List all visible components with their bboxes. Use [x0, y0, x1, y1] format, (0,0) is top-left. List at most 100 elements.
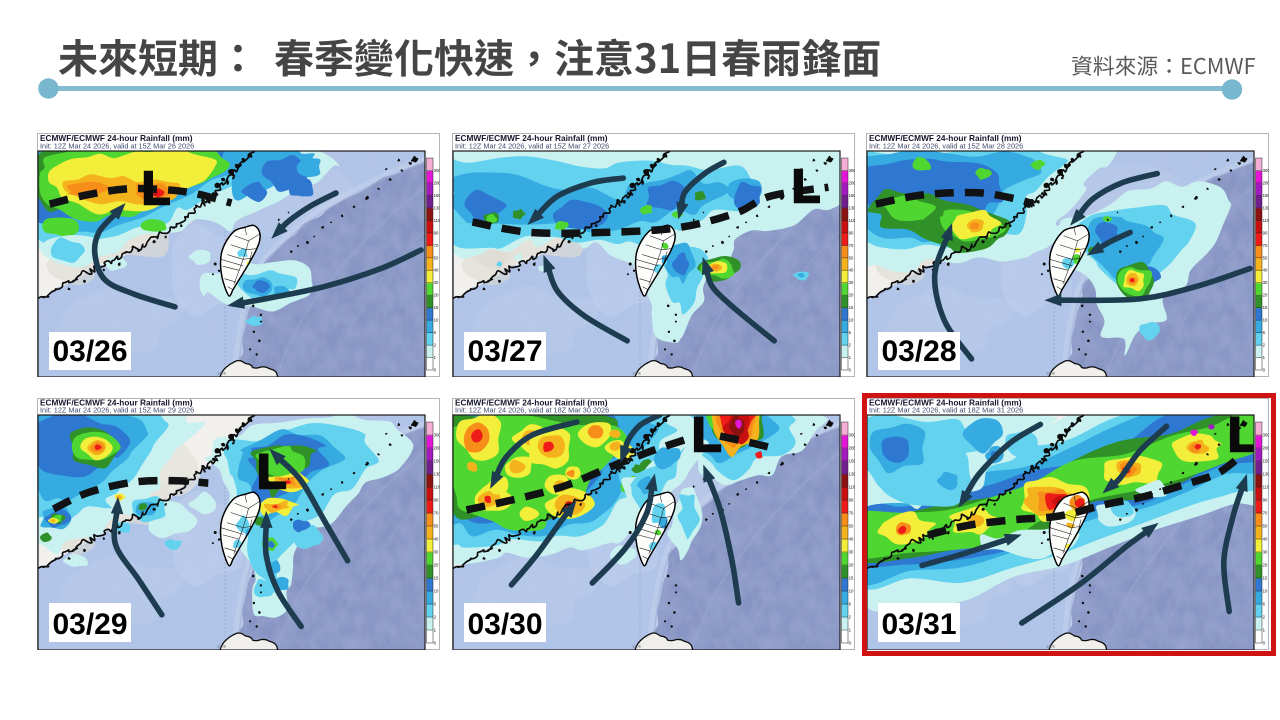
svg-text:300: 300	[1263, 433, 1269, 438]
svg-text:90: 90	[1263, 230, 1268, 235]
svg-text:70: 70	[1263, 243, 1268, 248]
svg-text:120E: 120E	[1046, 644, 1056, 649]
svg-text:70: 70	[1263, 511, 1268, 516]
svg-text:2: 2	[434, 343, 437, 348]
svg-text:130: 130	[849, 472, 855, 477]
svg-text:0: 0	[434, 641, 437, 646]
svg-text:1: 1	[849, 355, 852, 360]
svg-text:30: 30	[1263, 550, 1268, 555]
svg-text:L: L	[792, 160, 820, 212]
svg-text:70: 70	[849, 511, 854, 516]
svg-text:Init: 12Z Mar 24 2026, valid a: Init: 12Z Mar 24 2026, valid at 18Z Mar …	[869, 406, 1023, 415]
svg-text:50: 50	[434, 255, 439, 260]
svg-text:03/26: 03/26	[52, 335, 127, 368]
svg-text:200: 200	[1263, 180, 1269, 185]
svg-text:2: 2	[434, 615, 437, 620]
svg-text:40: 40	[849, 268, 854, 273]
svg-text:90: 90	[849, 230, 854, 235]
svg-text:6: 6	[849, 602, 852, 607]
svg-text:150: 150	[434, 193, 440, 198]
svg-text:ECMWF/ECMWF 24-hour Rainfall (: ECMWF/ECMWF 24-hour Rainfall (mm)	[40, 133, 193, 143]
svg-text:6: 6	[849, 330, 852, 335]
svg-text:110: 110	[849, 485, 855, 490]
svg-text:90: 90	[849, 498, 854, 503]
svg-text:40: 40	[1263, 268, 1268, 273]
svg-text:110: 110	[434, 218, 440, 223]
svg-text:150: 150	[849, 459, 855, 464]
svg-text:Init: 12Z Mar 24 2026, valid a: Init: 12Z Mar 24 2026, valid at 15Z Mar …	[869, 142, 1023, 151]
svg-text:20: 20	[434, 563, 439, 568]
svg-text:120E: 120E	[632, 644, 642, 649]
svg-text:110: 110	[849, 218, 855, 223]
svg-text:Init: 12Z Mar 24 2026, valid a: Init: 12Z Mar 24 2026, valid at 18Z Mar …	[455, 406, 609, 415]
svg-text:40: 40	[1263, 537, 1268, 542]
svg-text:Init: 12Z Mar 24 2026, valid a: Init: 12Z Mar 24 2026, valid at 15Z Mar …	[40, 142, 194, 151]
svg-text:0: 0	[1263, 368, 1266, 373]
svg-text:40: 40	[434, 537, 439, 542]
svg-text:90: 90	[434, 230, 439, 235]
svg-text:50: 50	[1263, 255, 1268, 260]
svg-text:10: 10	[1263, 589, 1268, 594]
svg-text:1: 1	[1263, 355, 1266, 360]
svg-text:300: 300	[434, 168, 440, 173]
svg-text:30: 30	[434, 280, 439, 285]
svg-text:120E: 120E	[217, 644, 227, 649]
svg-text:20: 20	[849, 563, 854, 568]
svg-text:70: 70	[434, 511, 439, 516]
svg-text:03/30: 03/30	[467, 608, 542, 641]
svg-text:6: 6	[434, 330, 437, 335]
svg-text:L: L	[257, 446, 286, 499]
svg-text:70: 70	[434, 243, 439, 248]
svg-text:10: 10	[1263, 318, 1268, 323]
svg-text:200: 200	[849, 446, 855, 451]
svg-text:200: 200	[434, 446, 440, 451]
svg-text:10: 10	[849, 318, 854, 323]
svg-text:03/29: 03/29	[52, 608, 127, 641]
svg-text:0: 0	[1263, 641, 1266, 646]
svg-text:90: 90	[1263, 498, 1268, 503]
svg-text:40: 40	[849, 537, 854, 542]
svg-text:15: 15	[434, 576, 439, 581]
svg-text:50: 50	[849, 524, 854, 529]
svg-text:2: 2	[849, 615, 852, 620]
svg-text:30: 30	[434, 550, 439, 555]
svg-text:200: 200	[434, 180, 440, 185]
svg-text:120E: 120E	[217, 371, 227, 376]
svg-text:50: 50	[434, 524, 439, 529]
svg-text:120E: 120E	[632, 371, 642, 376]
svg-text:15: 15	[1263, 305, 1268, 310]
svg-text:90: 90	[434, 498, 439, 503]
svg-text:110: 110	[434, 485, 440, 490]
svg-text:300: 300	[434, 433, 440, 438]
svg-text:10: 10	[434, 589, 439, 594]
svg-text:6: 6	[1263, 602, 1266, 607]
svg-text:20: 20	[1263, 293, 1268, 298]
svg-text:300: 300	[849, 168, 855, 173]
svg-text:300: 300	[849, 433, 855, 438]
svg-text:150: 150	[1263, 193, 1269, 198]
svg-text:120E: 120E	[1046, 371, 1056, 376]
svg-text:150: 150	[434, 459, 440, 464]
svg-text:30: 30	[849, 550, 854, 555]
svg-text:0: 0	[849, 641, 852, 646]
svg-text:130: 130	[849, 205, 855, 210]
svg-text:50: 50	[1263, 524, 1268, 529]
svg-text:2: 2	[849, 343, 852, 348]
svg-text:Init: 12Z Mar 24 2026, valid a: Init: 12Z Mar 24 2026, valid at 15Z Mar …	[455, 142, 609, 151]
svg-text:20: 20	[849, 293, 854, 298]
svg-text:L: L	[142, 162, 170, 214]
svg-text:ECMWF/ECMWF 24-hour Rainfall (: ECMWF/ECMWF 24-hour Rainfall (mm)	[455, 398, 608, 408]
svg-text:0: 0	[434, 368, 437, 373]
svg-text:1: 1	[434, 628, 437, 633]
svg-text:15: 15	[849, 305, 854, 310]
svg-text:150: 150	[1263, 459, 1269, 464]
svg-text:03/31: 03/31	[881, 608, 956, 641]
svg-text:130: 130	[434, 472, 440, 477]
svg-text:70: 70	[849, 243, 854, 248]
svg-text:1: 1	[1263, 628, 1266, 633]
svg-text:110: 110	[1263, 485, 1269, 490]
svg-text:130: 130	[434, 205, 440, 210]
svg-text:ECMWF/ECMWF 24-hour Rainfall (: ECMWF/ECMWF 24-hour Rainfall (mm)	[455, 133, 608, 143]
svg-text:03/28: 03/28	[881, 335, 956, 368]
svg-text:ECMWF/ECMWF 24-hour Rainfall (: ECMWF/ECMWF 24-hour Rainfall (mm)	[869, 133, 1022, 143]
